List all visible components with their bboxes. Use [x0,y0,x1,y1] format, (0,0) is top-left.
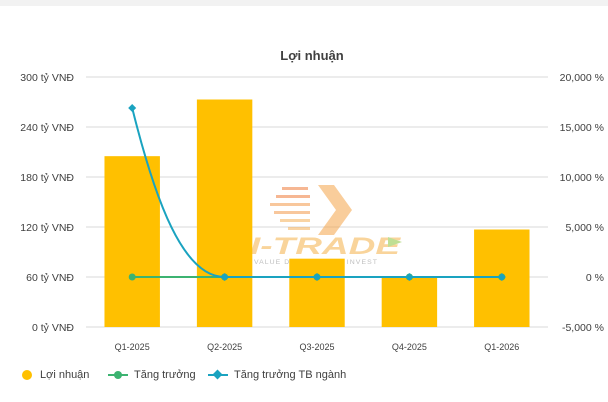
y-right-tick-label: 15,000 % [560,122,604,134]
watermark-emblem [270,185,352,235]
point-tang-truong-tb-nganh [405,273,414,281]
x-axis: Q1-2025 Q2-2025 Q3-2025 Q4-2025 Q1-2026 [115,342,520,352]
legend-label: Tăng trưởng [134,369,196,381]
bar-loi-nhuan [104,156,160,327]
y-right-tick-label: 20,000 % [560,72,604,84]
y-right-tick-label: 0 % [586,272,604,284]
chart-title: Lợi nhuận [280,48,343,63]
x-tick-label: Q3-2025 [299,342,334,352]
point-tang-truong-tb-nganh [313,273,321,281]
bar-loi-nhuan [381,276,438,327]
lines [128,104,506,281]
y-left-tick-label: 180 tỷ VNĐ [20,172,74,184]
legend-item-loi-nhuan[interactable]: Lợi nhuận [22,365,89,385]
x-tick-label: Q1-2025 [115,342,150,352]
chart: Lợi nhuận I-TRADE VALUE DATA - SMART INV… [20,48,604,352]
bar-loi-nhuan [289,258,345,327]
y-left-tick-label: 120 tỷ VNĐ [20,222,74,234]
legend-item-tang-truong-tb-nganh[interactable]: Tăng trưởng TB ngành [208,365,346,385]
y-left-tick-label: 300 tỷ VNĐ [20,72,74,84]
y-right-tick-label: -5,000 % [562,322,604,334]
y-left-tick-label: 60 tỷ VNĐ [26,272,74,284]
x-tick-label: Q2-2025 [207,342,242,352]
y-axis-right: 20,000 % 15,000 % 10,000 % 5,000 % 0 % -5,000… [560,72,604,334]
legend-label: Tăng trưởng TB ngành [234,369,347,381]
point-tang-truong-tb-nganh [128,104,137,112]
watermark-arrow [388,237,402,247]
watermark-logo: I-TRADE VALUE DATA - SMART INVEST [250,185,402,266]
y-right-tick-label: 5,000 % [565,222,604,234]
x-tick-label: Q4-2025 [392,342,427,352]
point-tang-truong [128,273,136,281]
point-tang-truong-tb-nganh [497,273,506,281]
legend-swatch-industry [208,369,228,380]
legend-swatch-bar [22,370,32,380]
legend-label: Lợi nhuận [40,369,90,381]
x-tick-label: Q1-2026 [484,342,519,352]
top-band [0,0,608,6]
legend-item-tang-truong[interactable]: Tăng trưởng [108,365,196,385]
y-right-tick-label: 10,000 % [560,172,604,184]
y-axis-left: 300 tỷ VNĐ 240 tỷ VNĐ 180 tỷ VNĐ 120 tỷ VNĐ… [20,72,74,334]
y-left-tick-label: 0 tỷ VNĐ [32,322,74,334]
bar-loi-nhuan [196,99,253,327]
legend-swatch-growth [108,370,128,380]
point-tang-truong-tb-nganh [220,273,229,281]
watermark-wordmark: I-TRADE [250,233,402,260]
legend: Lợi nhuận Tăng trưởng Tăng trưởng TB ngà… [22,365,582,385]
bars-loi-nhuan [104,99,530,327]
y-left-tick-label: 240 tỷ VNĐ [20,122,74,134]
